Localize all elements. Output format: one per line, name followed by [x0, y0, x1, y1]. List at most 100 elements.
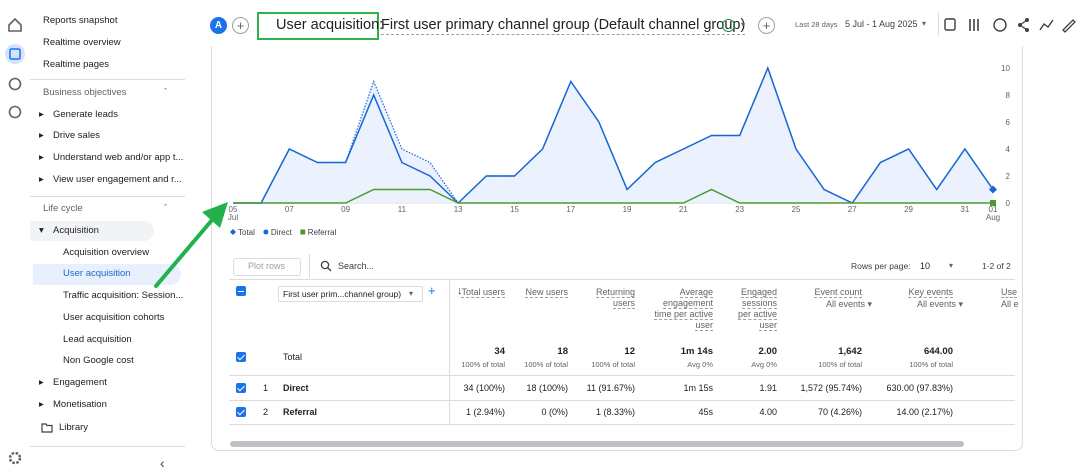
report-title-dimension[interactable]: First user primary channel group (Defaul…: [381, 17, 746, 35]
y-tick-label: 10: [1001, 64, 1010, 73]
collapse-caret[interactable]: ˆ: [164, 87, 168, 98]
pencil-icon[interactable]: [1062, 19, 1076, 33]
column-header[interactable]: Event count: [792, 287, 862, 298]
total-value: 34: [494, 346, 505, 357]
plot-rows-button[interactable]: [233, 258, 301, 276]
nav-subitem[interactable]: Non Google cost: [63, 355, 134, 366]
comparison-avatar[interactable]: A: [210, 17, 227, 34]
nav-item[interactable]: Realtime pages: [43, 59, 110, 70]
edit-report-icon[interactable]: [944, 18, 956, 31]
nav-subitem[interactable]: User acquisition cohorts: [63, 312, 165, 323]
share-icon[interactable]: [1018, 18, 1029, 32]
column-header-text[interactable]: Total users: [461, 287, 505, 298]
collapse-caret[interactable]: ˆ: [164, 203, 168, 214]
dimension-select[interactable]: [278, 286, 423, 302]
advertising-icon[interactable]: [8, 105, 22, 119]
column-header-text[interactable]: Average engagement time per active user: [654, 287, 713, 331]
row-checkbox[interactable]: [236, 383, 246, 393]
select-all-checkbox[interactable]: [236, 286, 246, 296]
nav-item[interactable]: Generate leads: [53, 109, 118, 120]
nav-item[interactable]: Library: [59, 422, 89, 433]
row-divider: [229, 375, 1015, 376]
dimension-dropdown: ▾: [409, 289, 414, 298]
rows-dropdown[interactable]: ▾: [949, 261, 954, 270]
home-icon[interactable]: [8, 17, 22, 32]
column-header-text[interactable]: Engaged sessions per active user: [737, 287, 777, 331]
plot-rows-label: Plot rows: [248, 261, 286, 271]
column-header-text[interactable]: Key events: [908, 287, 953, 298]
nav-item[interactable]: Understand web and/or app t...: [53, 152, 184, 163]
add-dimension[interactable]: +: [428, 283, 436, 298]
y-tick-label: 6: [1006, 118, 1011, 127]
rows-per-page-label: Rows per page:: [851, 261, 911, 271]
column-header[interactable]: Use: [1001, 287, 1021, 298]
row-name[interactable]: Direct: [283, 383, 309, 393]
nav-section[interactable]: Life cycle: [43, 203, 83, 214]
x-tick-label: 17: [566, 205, 575, 214]
column-filter[interactable]: All events ▾: [794, 299, 872, 310]
totals-checkbox[interactable]: [236, 352, 246, 362]
search-input[interactable]: Search...: [338, 261, 375, 271]
explore-icon[interactable]: [8, 77, 22, 91]
nav-item[interactable]: Drive sales: [53, 130, 100, 141]
nav-subitem[interactable]: Lead acquisition: [63, 334, 132, 345]
column-header-text[interactable]: Use: [1001, 287, 1018, 298]
report-header: A + User acquisition: First user primary…: [195, 0, 1085, 50]
annotation-arrow: [154, 202, 228, 288]
dimension-label: First user prim...channel group): [283, 289, 402, 299]
settings-icon[interactable]: [8, 451, 22, 465]
nav-item[interactable]: Acquisition: [53, 225, 99, 236]
referral-end-marker: [990, 200, 996, 206]
column-filter-text[interactable]: All events: [916, 299, 956, 309]
trend-icon[interactable]: [1039, 19, 1054, 31]
nav-item[interactable]: Reports snapshot: [43, 15, 118, 26]
compare-icon[interactable]: [969, 19, 979, 31]
status-dropdown[interactable]: ▾: [741, 20, 746, 29]
collapse-sidebar[interactable]: ‹: [160, 455, 165, 471]
column-header[interactable]: New users: [523, 287, 568, 298]
row-divider: [229, 424, 1015, 425]
chart: 0 2 4 6 8 10 05 07 09 11 13 15 17 19 21 23 25 27 29 31 01 Jul…: [228, 64, 1011, 237]
date-range[interactable]: 5 Jul - 1 Aug 2025: [845, 19, 918, 29]
row-name[interactable]: Referral: [283, 407, 318, 417]
horizontal-scrollbar[interactable]: [230, 441, 964, 447]
x-tick-sublabel: Jul: [228, 213, 238, 222]
total-end-marker: [989, 185, 997, 194]
nav-item[interactable]: Realtime overview: [43, 37, 121, 48]
rows-per-page[interactable]: 10: [920, 261, 931, 271]
column-header-text[interactable]: New users: [525, 287, 568, 298]
add-comparison[interactable]: +: [232, 17, 249, 34]
filter-caret[interactable]: ▾: [955, 299, 963, 309]
nav-item[interactable]: Monetisation: [53, 399, 107, 410]
legend-marker: [230, 229, 236, 235]
column-header-text[interactable]: Event count: [814, 287, 862, 298]
column-filter[interactable]: All e: [1001, 299, 1021, 310]
column-filter-text[interactable]: All e: [1001, 299, 1019, 309]
column-filter-text[interactable]: All events: [825, 299, 865, 309]
nav-subitem[interactable]: Traffic acquisition: Session...: [63, 290, 184, 301]
add-filter[interactable]: +: [758, 17, 775, 34]
nav-subitem[interactable]: Acquisition overview: [63, 247, 150, 258]
nav-item[interactable]: Engagement: [53, 377, 107, 388]
column-header-text[interactable]: Returning users: [595, 287, 635, 309]
expand-caret: ▸: [39, 109, 44, 120]
x-tick-label: 31: [960, 205, 969, 214]
column-header[interactable]: Key events: [873, 287, 953, 298]
date-range-label[interactable]: Last 28 days: [795, 20, 838, 29]
x-tick-label: 25: [792, 205, 801, 214]
insights-icon[interactable]: [993, 18, 1007, 32]
nav-section[interactable]: Business objectives: [43, 87, 127, 98]
row-checkbox[interactable]: [236, 407, 246, 417]
date-dropdown[interactable]: ▾: [922, 19, 927, 28]
column-header[interactable]: Engaged sessions per active user: [732, 287, 777, 331]
column-header[interactable]: Returning users: [580, 287, 635, 309]
column-header[interactable]: Average engagement time per active user: [653, 287, 713, 331]
column-header[interactable]: Total users: [455, 287, 505, 298]
sort-arrow[interactable]: ↓: [457, 285, 463, 297]
x-tick-sublabel: Aug: [986, 213, 1000, 222]
nav-item[interactable]: View user engagement and r...: [53, 174, 182, 185]
nav-subitem-selected[interactable]: User acquisition: [63, 268, 131, 279]
filter-caret[interactable]: ▾: [864, 299, 872, 309]
status-check[interactable]: [722, 19, 735, 32]
column-filter[interactable]: All events ▾: [875, 299, 963, 310]
